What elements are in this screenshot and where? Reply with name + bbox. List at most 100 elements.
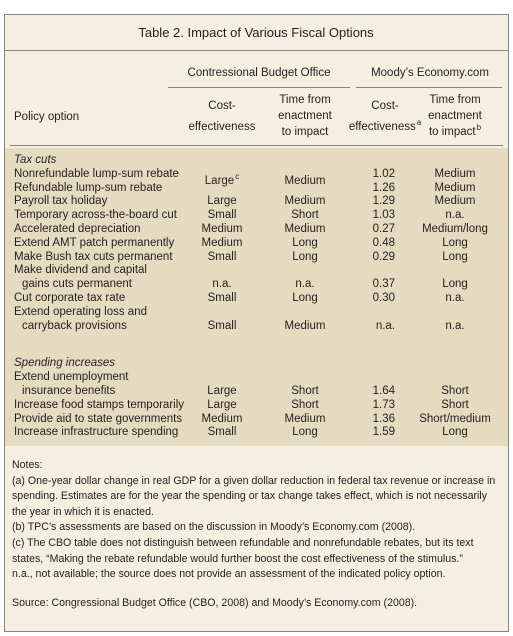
column-header: to impactb	[428, 123, 482, 139]
policy-option: Refundable lump-sum rebate	[14, 181, 163, 194]
note: n.a., not available; the source does not…	[12, 568, 446, 581]
header-rule	[10, 145, 503, 146]
moody-cost-effectiveness: 1.59	[372, 426, 395, 439]
policy-option: Make dividend and capital	[14, 264, 147, 277]
cbo-time-to-impact: Long	[292, 236, 318, 249]
title-rule	[5, 50, 508, 51]
moody-cost-effectiveness: 0.27	[372, 223, 395, 235]
moody-time-to-impact: Short/medium	[419, 412, 491, 425]
policy-option: Provide aid to state governments	[14, 412, 183, 425]
table-title: Table 2. Impact of Various Fiscal Option…	[138, 25, 374, 40]
moody-cost-effectiveness: 1.36	[372, 412, 395, 425]
policy-option: Extend AMT patch permanently	[14, 236, 175, 249]
cbo-time-to-impact: Medium	[284, 174, 326, 187]
cbo-time-to-impact: Long	[292, 426, 318, 439]
moody-time-to-impact: n.a.	[445, 209, 465, 222]
cbo-time-to-impact: Medium	[284, 223, 326, 235]
policy-option: Extend unemployment	[14, 371, 129, 384]
policy-option: carryback provisions	[22, 319, 127, 332]
notes-heading: Notes:	[12, 459, 43, 471]
moody-cost-effectiveness: 0.48	[372, 236, 395, 249]
moody-time-to-impact: Medium	[434, 195, 476, 208]
column-header: effectivenessa	[348, 118, 422, 134]
column-header: enactment	[278, 110, 332, 122]
moody-time-to-impact: n.a.	[445, 319, 465, 332]
moody-cost-effectiveness: n.a.	[375, 319, 395, 332]
footnote-mark: c	[235, 171, 240, 181]
moody-cost-effectiveness: 1.26	[372, 181, 395, 194]
cbo-time-to-impact: Long	[292, 292, 318, 304]
policy-option: Payroll tax holiday	[14, 195, 108, 208]
cbo-cost-effectiveness: Large	[207, 398, 237, 411]
column-header: Cost-	[208, 100, 236, 112]
cbo-time-to-impact: Medium	[284, 412, 326, 425]
note: (a) One-year dollar change in real GDP f…	[12, 474, 496, 518]
moody-time-to-impact: Medium	[434, 167, 476, 180]
footnote-mark: b	[476, 123, 482, 132]
column-header: to impact	[281, 126, 329, 138]
cbo-cost-effectiveness: Large	[207, 195, 237, 208]
column-header: enactment	[428, 110, 482, 122]
policy-option: gains cuts permanent	[22, 278, 132, 291]
column-header: effectiveness	[188, 121, 256, 133]
cbo-time-to-impact: Medium	[284, 319, 326, 332]
moody-time-to-impact: Long	[442, 250, 468, 263]
group-header: Moody’s Economy.com	[371, 67, 489, 79]
notes: Notes: (a) One-year dollar change in real…	[12, 458, 502, 611]
cbo-time-to-impact: Short	[291, 209, 319, 222]
cbo-cost-effectiveness: n.a.	[212, 278, 232, 291]
cbo-cost-effectiveness: Small	[207, 319, 237, 332]
policy-option: Increase food stamps temporarily	[14, 398, 185, 411]
group-rule	[356, 87, 502, 88]
policy-option: insurance benefits	[22, 385, 116, 397]
moody-time-to-impact: n.a.	[445, 292, 465, 304]
cbo-cost-effectiveness: Largec	[204, 171, 240, 187]
moody-time-to-impact: Long	[442, 278, 468, 291]
moody-cost-effectiveness: 0.30	[372, 292, 395, 304]
cbo-time-to-impact: n.a.	[295, 278, 315, 291]
cbo-cost-effectiveness: Medium	[201, 223, 243, 235]
moody-cost-effectiveness: 1.29	[372, 195, 395, 208]
cbo-cost-effectiveness: Medium	[201, 236, 243, 249]
column-header: Policy option	[14, 111, 80, 123]
moody-time-to-impact: Medium	[434, 181, 476, 194]
group-header: Contressional Budget Office	[187, 67, 331, 79]
policy-option: Temporary across-the-board cut	[14, 209, 177, 222]
cbo-time-to-impact: Short	[291, 385, 319, 397]
moody-cost-effectiveness: 1.03	[372, 209, 395, 222]
moody-cost-effectiveness: 0.37	[372, 278, 395, 291]
policy-option: Make Bush tax cuts permanent	[14, 250, 173, 263]
moody-time-to-impact: Long	[442, 426, 468, 439]
cbo-time-to-impact: Long	[292, 250, 318, 263]
cbo-time-to-impact: Short	[291, 398, 319, 411]
section-label: Spending increases	[14, 357, 116, 370]
column-header: Cost-	[371, 100, 399, 112]
footnote-mark: a	[416, 118, 422, 127]
cbo-cost-effectiveness: Medium	[201, 412, 243, 425]
cbo-cost-effectiveness: Small	[207, 209, 237, 222]
moody-cost-effectiveness: 1.73	[372, 398, 395, 411]
moody-time-to-impact: Long	[442, 236, 468, 249]
policy-option: Nonrefundable lump-sum rebate	[14, 167, 179, 180]
column-header: Time from	[429, 94, 481, 106]
cbo-cost-effectiveness: Small	[207, 250, 237, 263]
cbo-time-to-impact: Medium	[284, 195, 326, 208]
moody-cost-effectiveness: 1.64	[372, 385, 395, 397]
note: (c) The CBO table does not distinguish b…	[12, 536, 474, 565]
policy-option: Cut corporate tax rate	[14, 292, 126, 304]
moody-time-to-impact: Medium/long	[422, 223, 488, 235]
note: (b) TPC’s assessments are based on the d…	[12, 521, 416, 534]
cbo-cost-effectiveness: Large	[207, 385, 237, 397]
policy-option: Accelerated depreciation	[14, 223, 141, 235]
cbo-cost-effectiveness: Small	[207, 292, 237, 304]
group-rule	[168, 87, 350, 88]
moody-cost-effectiveness: 0.29	[372, 250, 395, 263]
moody-time-to-impact: Short	[441, 398, 469, 411]
cbo-cost-effectiveness: Small	[207, 426, 237, 439]
body-band	[5, 148, 508, 446]
policy-option: Extend operating loss and	[14, 305, 147, 318]
moody-time-to-impact: Short	[441, 385, 469, 397]
source: Source: Congressional Budget Office (CBO…	[12, 596, 418, 609]
column-header: Time from	[279, 94, 331, 106]
